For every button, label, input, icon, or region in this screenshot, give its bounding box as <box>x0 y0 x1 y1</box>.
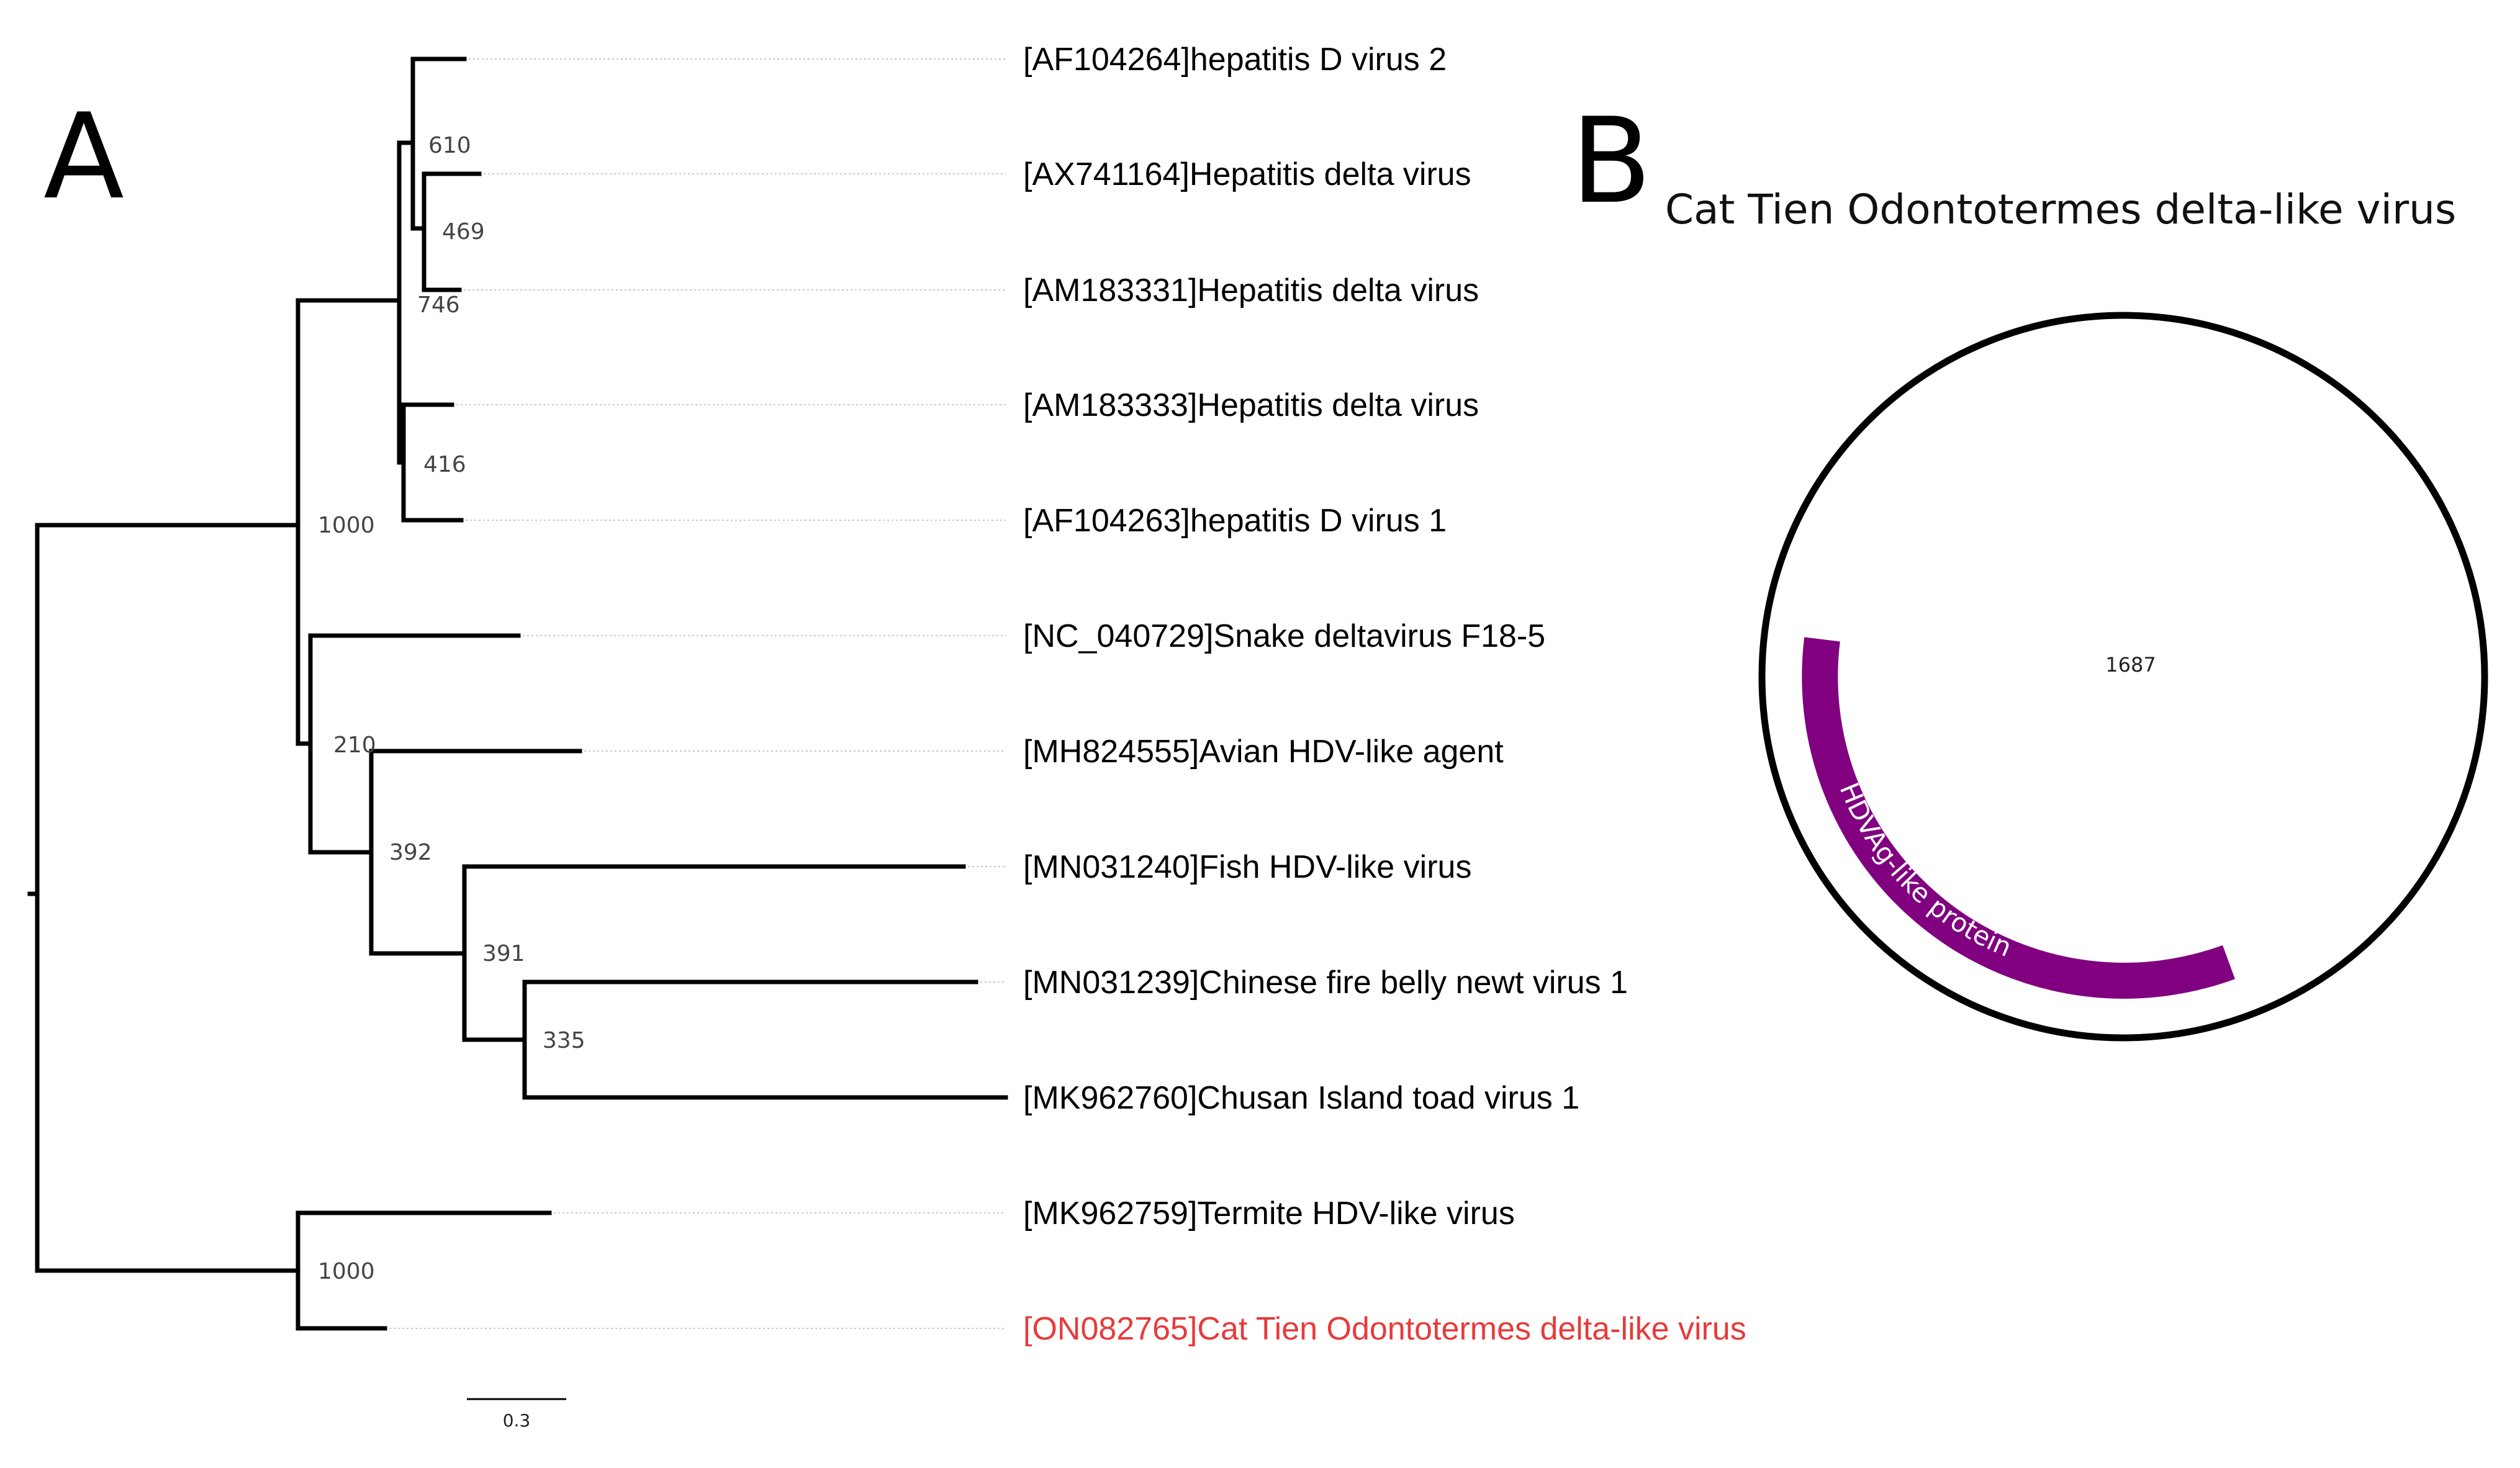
panel-b-letter: B <box>1571 92 1651 230</box>
taxon-label: [AF104263]hepatitis D virus 1 <box>1023 503 1447 539</box>
scale-bar: 0.3 <box>467 1398 566 1431</box>
bootstrap-value: 210 <box>333 732 376 758</box>
tree-branches <box>27 56 1008 1331</box>
genome-circle <box>1758 312 2488 1042</box>
panel-a: A <box>27 42 1746 1431</box>
bootstrap-value: 1000 <box>318 513 375 538</box>
bootstrap-value: 335 <box>543 1028 585 1053</box>
taxon-label-highlighted: [ON082765]Cat Tien Odontotermes delta-li… <box>1023 1311 1746 1347</box>
panel-b: B Cat Tien Odontotermes delta-like virus… <box>1571 92 2488 1042</box>
hdvag-feature-arc <box>1802 637 2235 999</box>
bootstrap-value: 1000 <box>318 1259 375 1284</box>
taxon-label: [AM183333]Hepatitis delta virus <box>1023 387 1479 423</box>
taxon-label: [MH824555]Avian HDV-like agent <box>1023 734 1504 770</box>
taxon-label: [MN031240]Fish HDV-like virus <box>1023 849 1471 885</box>
bootstrap-value: 391 <box>482 941 525 966</box>
bootstrap-value: 469 <box>442 219 485 245</box>
taxon-label: [AX741164]Hepatitis delta virus <box>1023 156 1471 192</box>
panel-a-letter: A <box>43 88 124 225</box>
scale-bar-label: 0.3 <box>503 1410 531 1431</box>
bootstrap-value: 392 <box>389 840 432 865</box>
taxon-label: [NC_040729]Snake deltavirus F18-5 <box>1023 618 1545 654</box>
taxon-label: [AM183331]Hepatitis delta virus <box>1023 272 1479 308</box>
feature-label: HDVAg-like protein <box>1834 778 2016 963</box>
bootstrap-values: 610 469 746 416 1000 210 392 391 335 100… <box>318 133 585 1284</box>
tree-leaders <box>385 58 1006 1329</box>
taxon-label: [MN031239]Chinese fire belly newt virus … <box>1023 965 1628 1001</box>
taxon-label: [MK962760]Chusan Island toad virus 1 <box>1023 1080 1579 1116</box>
genome-map-title: Cat Tien Odontotermes delta-like virus <box>1665 186 2456 233</box>
taxon-labels: [AF104264]hepatitis D virus 2 [AX741164]… <box>1023 42 1746 1347</box>
bootstrap-value: 746 <box>417 292 460 318</box>
genome-length: 1687 <box>2105 653 2156 677</box>
bootstrap-value: 416 <box>423 452 466 477</box>
taxon-label: [AF104264]hepatitis D virus 2 <box>1023 42 1447 78</box>
feature-label-path: HDVAg-like protein <box>1834 778 2016 963</box>
bootstrap-value: 610 <box>428 133 471 158</box>
taxon-label: [MK962759]Termite HDV-like virus <box>1023 1196 1515 1232</box>
